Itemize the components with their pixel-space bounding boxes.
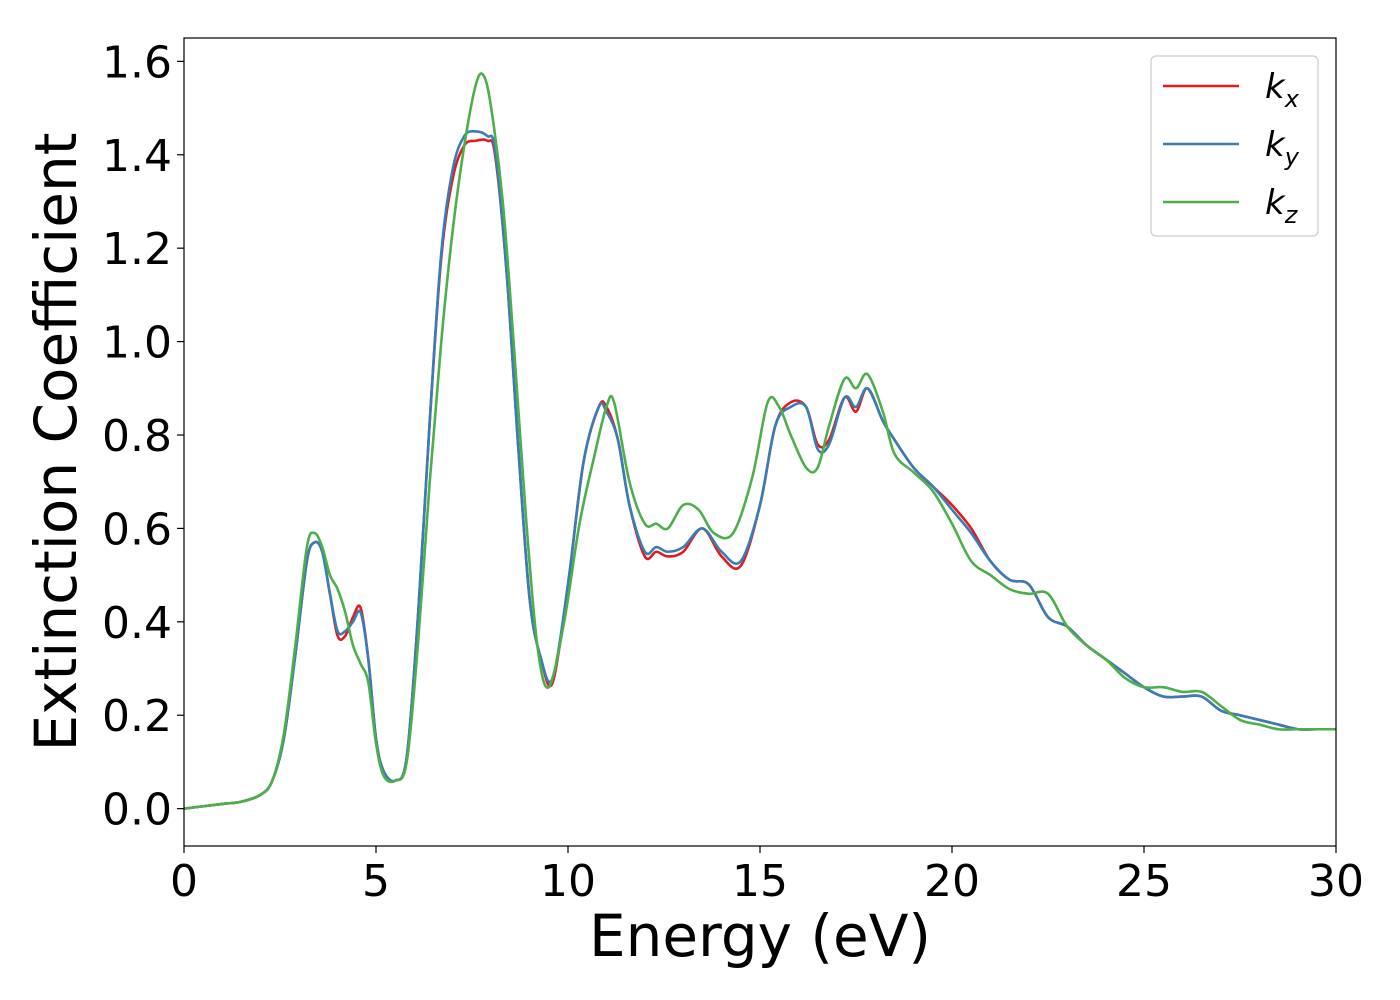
- y-tick-label: 1.4: [102, 131, 172, 182]
- x-tick-label: 15: [732, 856, 788, 907]
- legend-label-ky: ky: [1265, 125, 1300, 171]
- x-tick-label: 10: [540, 856, 596, 907]
- y-tick-label: 1.6: [102, 37, 172, 88]
- x-tick-label: 5: [362, 856, 390, 907]
- legend-label-main: k: [1265, 67, 1286, 107]
- x-axis-title: Energy (eV): [589, 902, 931, 970]
- legend-label-kx: kx: [1265, 67, 1300, 113]
- y-axis: 0.0 0.2 0.4 0.6 0.8 1.0 1.2 1.4 1.6: [102, 37, 184, 836]
- legend-label-kz: kz: [1265, 183, 1299, 229]
- legend-label-main: k: [1265, 183, 1286, 223]
- x-tick-label: 0: [170, 856, 198, 907]
- x-tick-label: 30: [1308, 856, 1364, 907]
- series-line-kz: [184, 72, 1336, 810]
- legend-label-subscript: x: [1284, 85, 1300, 113]
- y-axis-title: Extinction Coefficient: [22, 133, 90, 752]
- x-axis: 0 5 10 15 20 25 30: [170, 846, 1364, 907]
- y-tick-label: 1.2: [102, 224, 172, 275]
- legend-box: [1150, 55, 1319, 237]
- y-tick-label: 0.4: [102, 598, 172, 649]
- y-tick-label: 0.0: [102, 785, 172, 836]
- legend-label-main: k: [1265, 125, 1286, 165]
- series-layer: [184, 72, 1336, 810]
- y-tick-label: 0.2: [102, 691, 172, 742]
- y-tick-label: 1.0: [102, 318, 172, 369]
- legend-label-subscript: y: [1284, 143, 1300, 171]
- y-tick-label: 0.6: [102, 504, 172, 555]
- legend-label-subscript: z: [1284, 201, 1299, 229]
- y-tick-label: 0.8: [102, 411, 172, 462]
- x-tick-label: 20: [924, 856, 980, 907]
- x-tick-label: 25: [1116, 856, 1172, 907]
